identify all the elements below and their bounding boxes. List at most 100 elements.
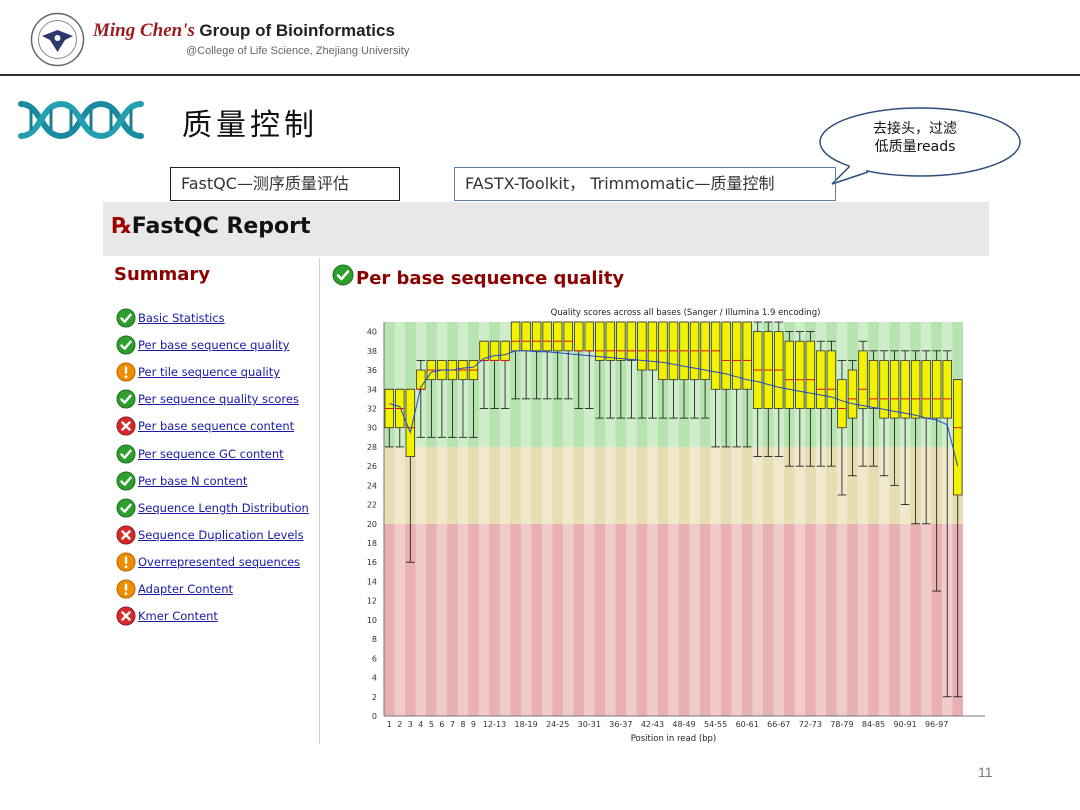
box-iqr bbox=[531, 321, 542, 352]
box-iqr bbox=[931, 360, 942, 419]
box-iqr bbox=[489, 340, 500, 361]
y-tick-label: 10 bbox=[367, 616, 377, 625]
box-iqr bbox=[616, 321, 626, 361]
box-iqr bbox=[805, 340, 816, 409]
box-iqr bbox=[542, 321, 552, 352]
zone-stripe bbox=[605, 322, 616, 716]
box-iqr bbox=[900, 360, 910, 419]
y-tick-label: 36 bbox=[367, 366, 377, 375]
box-position bbox=[679, 321, 689, 419]
summary-item[interactable]: Per tile sequence quality bbox=[116, 362, 280, 382]
box-iqr bbox=[858, 350, 868, 409]
summary-link[interactable]: Adapter Content bbox=[138, 582, 234, 596]
box-position bbox=[889, 350, 900, 486]
summary-title: Summary bbox=[114, 264, 211, 285]
mean-line bbox=[389, 350, 959, 467]
box-iqr bbox=[510, 321, 521, 352]
box-iqr bbox=[921, 360, 931, 419]
x-tick-label: 2 bbox=[397, 720, 402, 729]
zone-stripe bbox=[815, 322, 827, 716]
zone-stripe bbox=[584, 322, 595, 716]
summary-link[interactable]: Per sequence quality scores bbox=[138, 392, 299, 407]
report-header-bar bbox=[103, 202, 989, 256]
box-iqr bbox=[405, 388, 416, 457]
callout-line-2: 低质量reads bbox=[874, 139, 956, 155]
box-position bbox=[837, 360, 847, 496]
box-position bbox=[710, 321, 721, 448]
box-position bbox=[879, 350, 889, 477]
summary-item[interactable]: Sequence Length Distribution bbox=[116, 498, 309, 518]
summary-item[interactable]: Per base sequence quality bbox=[116, 335, 289, 355]
summary-item[interactable]: Per sequence GC content bbox=[116, 444, 284, 464]
report-title-text: FastQC Report bbox=[131, 214, 311, 239]
summary-link[interactable]: Kmer Content bbox=[138, 609, 218, 624]
summary-link[interactable]: Per sequence GC content bbox=[138, 446, 284, 461]
dna-helix-icon bbox=[18, 100, 144, 140]
zone-stripe bbox=[541, 322, 553, 716]
zone-stripe bbox=[647, 322, 658, 716]
x-tick-label: 96-97 bbox=[925, 720, 948, 729]
fastqc-logo-icon: ℞ bbox=[112, 214, 132, 239]
x-tick-label: 30-31 bbox=[578, 720, 601, 729]
x-tick-label: 78-79 bbox=[830, 720, 853, 729]
summary-link[interactable]: Per base N content bbox=[138, 473, 248, 488]
quality-boxplot-chart: Quality scores across all bases (Sanger … bbox=[367, 308, 985, 744]
summary-item[interactable]: Per base N content bbox=[116, 471, 247, 491]
y-tick-label: 38 bbox=[367, 347, 377, 356]
boxes bbox=[384, 321, 963, 698]
y-tick-label: 34 bbox=[367, 385, 377, 394]
box-iqr bbox=[889, 360, 900, 419]
y-tick-label: 28 bbox=[367, 443, 377, 452]
box-position bbox=[584, 321, 594, 409]
summary-link[interactable]: Per tile sequence quality bbox=[138, 365, 281, 380]
x-tick-label: 54-55 bbox=[704, 720, 727, 729]
box-position bbox=[574, 321, 584, 409]
summary-item[interactable]: Sequence Duplication Levels bbox=[116, 525, 304, 545]
pass-check-icon bbox=[116, 471, 136, 491]
box-iqr bbox=[595, 321, 605, 361]
box-position bbox=[858, 340, 868, 467]
pass-check-icon bbox=[332, 264, 354, 286]
zone-stripe bbox=[794, 322, 806, 716]
box-iqr bbox=[521, 321, 531, 352]
zone-stripe bbox=[899, 322, 911, 716]
y-tick-label: 8 bbox=[372, 635, 377, 644]
slide-title: 质量控制 bbox=[182, 108, 318, 143]
summary-item[interactable]: Kmer Content bbox=[116, 606, 218, 626]
box-iqr bbox=[953, 379, 963, 496]
brand-rest: Group of Bioinformatics bbox=[199, 21, 395, 40]
x-tick-label: 12-13 bbox=[483, 720, 506, 729]
module-title: Per base sequence quality bbox=[356, 268, 625, 289]
summary-link[interactable]: Sequence Length Distribution bbox=[138, 500, 309, 515]
y-tick-label: 16 bbox=[367, 558, 377, 567]
box-iqr bbox=[637, 321, 647, 371]
zone-stripe bbox=[394, 322, 406, 716]
summary-link[interactable]: Per base sequence quality bbox=[138, 338, 290, 353]
box-iqr bbox=[816, 350, 826, 409]
callout-text: 去接头，过滤 低质量reads bbox=[850, 120, 980, 156]
summary-item[interactable]: Basic Statistics bbox=[116, 308, 225, 328]
box-position bbox=[395, 388, 405, 448]
summary-link[interactable]: Basic Statistics bbox=[138, 311, 225, 325]
box-position bbox=[500, 340, 510, 409]
zone-stripe bbox=[520, 322, 532, 716]
warning-icon bbox=[116, 552, 136, 572]
box-iqr bbox=[784, 340, 795, 409]
summary-item[interactable]: Per base sequence content bbox=[116, 416, 294, 436]
summary-item[interactable]: Adapter Content bbox=[116, 579, 233, 599]
box-position bbox=[689, 321, 700, 419]
box-position bbox=[647, 321, 658, 419]
box-position bbox=[552, 321, 563, 400]
zone-stripe bbox=[878, 322, 890, 716]
summary-item[interactable]: Per sequence quality scores bbox=[116, 389, 299, 409]
box-position bbox=[658, 321, 668, 419]
report-title: ℞FastQC Report bbox=[112, 214, 311, 239]
summary-link[interactable]: Sequence Duplication Levels bbox=[138, 527, 304, 542]
box-position bbox=[605, 321, 616, 419]
summary-link[interactable]: Overrepresented sequences bbox=[138, 554, 301, 569]
box-position bbox=[900, 350, 910, 505]
summary-item[interactable]: Overrepresented sequences bbox=[116, 552, 300, 572]
summary-link[interactable]: Per base sequence content bbox=[138, 419, 295, 434]
university-seal-logo bbox=[30, 12, 85, 67]
pass-check-icon bbox=[116, 389, 136, 409]
